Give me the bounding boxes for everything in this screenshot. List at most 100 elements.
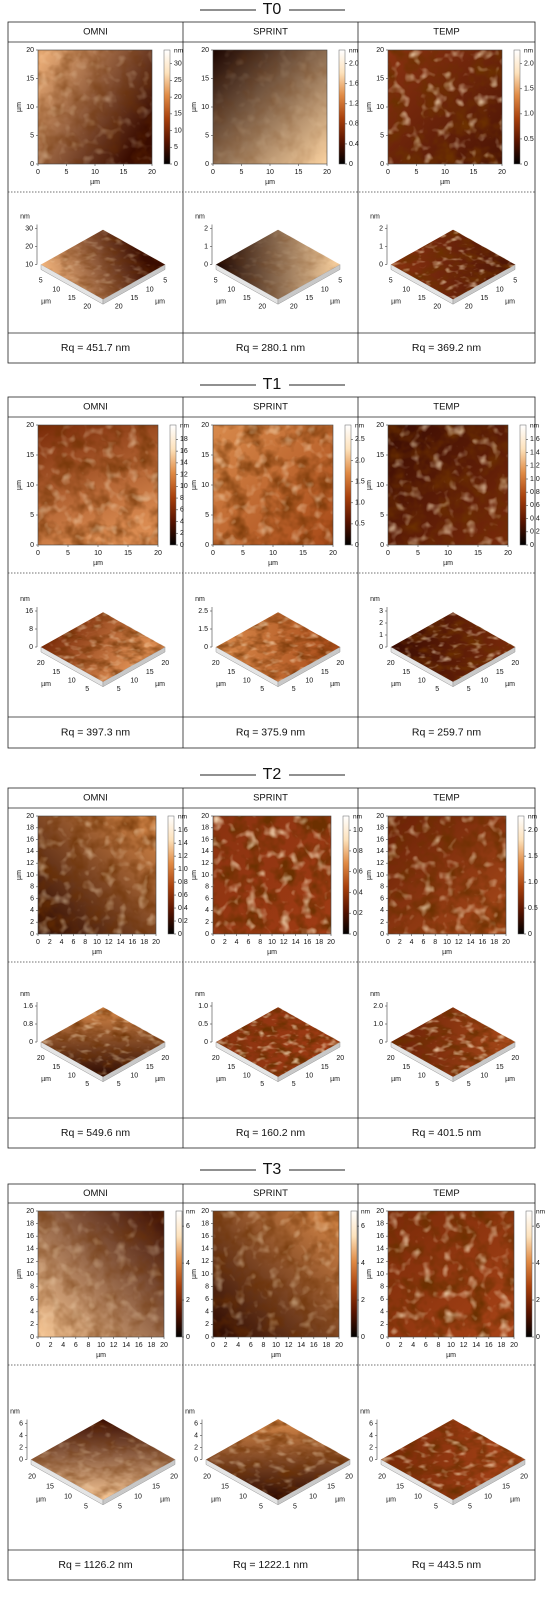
x-tick-label: 20 [154, 550, 162, 557]
afm-map [388, 50, 502, 164]
left-tick-label: 20 [433, 304, 441, 311]
y-tick-label: 16 [201, 836, 209, 843]
x-tick-label: 15 [474, 550, 482, 557]
right-tick-label: 15 [502, 1483, 510, 1490]
y-tick-label: 16 [201, 1233, 209, 1240]
y-axis-label: µm [16, 102, 23, 112]
scan-texture [41, 1007, 166, 1077]
left-tick-label: 10 [227, 286, 235, 293]
x-tick-label: 0 [211, 1342, 215, 1349]
scale-tick-label: 10 [174, 127, 182, 134]
y-tick-label: 0 [205, 1334, 209, 1341]
y-tick-label: 8 [205, 884, 209, 891]
afm-3d-view [41, 612, 166, 682]
x-tick-label: 14 [467, 939, 475, 946]
y-tick-label: 6 [205, 1296, 209, 1303]
scale-tick-label: 2.0 [355, 457, 365, 464]
y-tick-label: 14 [201, 1246, 209, 1253]
afm-map [388, 1211, 514, 1337]
x-tick-label: 15 [120, 169, 128, 176]
y-tick-label: 20 [376, 47, 384, 54]
z-tick-label: 2 [204, 225, 208, 232]
y-tick-label: 20 [201, 1208, 209, 1215]
roughness-value: Rq = 375.9 nm [236, 726, 305, 738]
y-tick-label: 10 [201, 872, 209, 879]
z-tick-label: 2 [379, 620, 383, 627]
right-tick-label: 20 [520, 1473, 528, 1480]
scale-unit: nm [174, 48, 183, 55]
color-scale [513, 49, 521, 165]
table-frame [7, 1183, 536, 1581]
x-tick-label: 20 [148, 169, 156, 176]
x-tick-label: 12 [280, 939, 288, 946]
column-header: SPRINT [253, 27, 288, 38]
x-tick-label: 10 [94, 550, 102, 557]
y-axis-label: µm [16, 870, 23, 880]
y-tick-label: 14 [376, 848, 384, 855]
z-tick-label: 16 [25, 608, 33, 615]
roughness-value: Rq = 1222.1 nm [233, 1559, 308, 1571]
z-tick-label: 10 [25, 261, 33, 268]
left-tick-label: 10 [418, 1073, 426, 1080]
right-tick-label: 15 [321, 669, 329, 676]
x-tick-label: 16 [479, 939, 487, 946]
x-tick-label: 10 [93, 939, 101, 946]
y-tick-label: 18 [26, 1220, 34, 1227]
x-tick-label: 14 [297, 1342, 305, 1349]
x-tick-label: 2 [49, 1342, 53, 1349]
y-tick-label: 10 [26, 482, 34, 489]
x-tick-label: 6 [249, 1342, 253, 1349]
z-tick-label: 1 [204, 243, 208, 250]
x-tick-label: 12 [455, 939, 463, 946]
left-tick-label: 20 [258, 304, 266, 311]
left-tick-label: 5 [84, 1504, 88, 1511]
y-tick-label: 8 [205, 1283, 209, 1290]
y-tick-label: 0 [380, 161, 384, 168]
y-axis-label: µm [366, 102, 373, 112]
x-tick-label: 4 [61, 1342, 65, 1349]
scale-tick-label: 0.6 [530, 502, 540, 509]
x-tick-label: 16 [310, 1342, 318, 1349]
x-tick-label: 20 [329, 550, 337, 557]
x-tick-label: 20 [323, 169, 331, 176]
x-tick-label: 10 [447, 1342, 455, 1349]
scale-tick-label: 0.6 [178, 892, 188, 899]
scan-texture [38, 1211, 164, 1337]
z-tick-label: 1.0 [373, 1021, 383, 1028]
left-tick-label: 20 [387, 660, 395, 667]
x-tick-label: 16 [304, 939, 312, 946]
x-tick-label: 4 [410, 939, 414, 946]
scale-tick-label: 4 [361, 1260, 365, 1267]
scale-tick-label: 15 [174, 111, 182, 118]
right-tick-label: 10 [321, 286, 329, 293]
x-tick-label: 15 [124, 550, 132, 557]
x-tick-label: 0 [386, 169, 390, 176]
x-tick-label: 12 [460, 1342, 468, 1349]
left-tick-label: 15 [243, 295, 251, 302]
left-tick-label: 20 [37, 660, 45, 667]
z-tick-label: 2.5 [198, 608, 208, 615]
y-axis-label: µm [366, 1269, 373, 1279]
x-tick-label: 12 [105, 939, 113, 946]
y-tick-label: 12 [376, 1258, 384, 1265]
left-tick-label: 20 [212, 1055, 220, 1062]
x-tick-label: 6 [424, 1342, 428, 1349]
scale-tick-label: 1.4 [178, 840, 188, 847]
afm-map [213, 425, 333, 545]
scale-tick-label: 0.8 [349, 121, 359, 128]
scale-tick-label: 0 [530, 542, 534, 549]
x-tick-label: 15 [299, 550, 307, 557]
color-scale [350, 1210, 358, 1338]
scale-tick-label: 4 [186, 1260, 190, 1267]
y-tick-label: 4 [205, 1309, 209, 1316]
y-axis-label: µm [191, 480, 198, 490]
right-tick-label: 15 [146, 669, 154, 676]
x-tick-label: 20 [510, 1342, 518, 1349]
x-tick-label: 4 [60, 939, 64, 946]
y-tick-label: 20 [26, 1208, 34, 1215]
y-tick-label: 10 [376, 104, 384, 111]
right-tick-label: 20 [336, 660, 344, 667]
x-axis-label: µm [440, 179, 450, 186]
left-tick-label: 10 [418, 678, 426, 685]
